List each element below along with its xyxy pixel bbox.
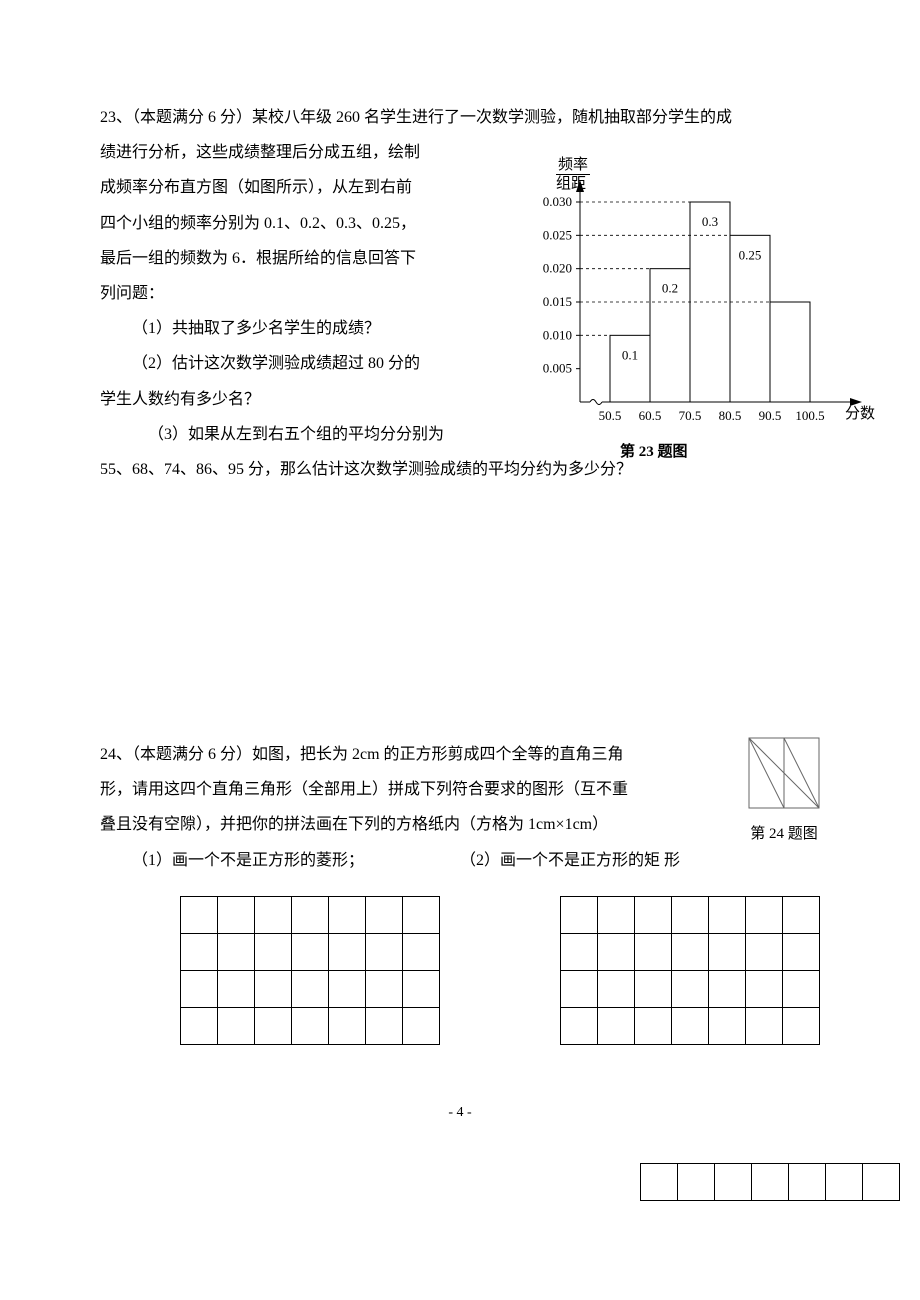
svg-text:70.5: 70.5: [679, 408, 702, 423]
square-diagram-icon: [748, 737, 820, 809]
q23-line6: 列问题：: [100, 276, 460, 311]
svg-text:0.1: 0.1: [622, 347, 638, 362]
q24-figure: 第 24 题图: [748, 737, 820, 843]
x-axis-label: 分数: [845, 402, 875, 423]
y-axis-label: 频率 组距: [556, 156, 590, 193]
q23-sub3: （3）如果从左到右五个组的平均分分别为: [100, 417, 460, 452]
svg-text:0.030: 0.030: [543, 194, 572, 209]
q23-line3: 成频率分布直方图（如图所示），从左到右前: [100, 170, 460, 205]
svg-text:0.005: 0.005: [543, 361, 572, 376]
svg-text:0.015: 0.015: [543, 294, 572, 309]
histogram-svg: 0.005 0.010 0.015 0.020 0.025 0.030 0.1 0.2 0.3 0…: [520, 162, 870, 432]
q24-line3: 叠且没有空隙），并把你的拼法画在下列的方格纸内（方格为 1cm×1cm）: [100, 807, 720, 842]
q24-line1: 24、（本题满分 6 分）如图，把长为 2cm 的正方形剪成四个全等的直角三角: [100, 737, 720, 772]
q23-sub2: （2）估计这次数学测验成绩超过 80 分的: [100, 346, 460, 381]
question-23: 23、（本题满分 6 分）某校八年级 260 名学生进行了一次数学测验，随机抽取…: [100, 100, 820, 487]
grids-container: [100, 896, 820, 1045]
svg-text:0.010: 0.010: [543, 327, 572, 342]
question-24: 24、（本题满分 6 分）如图，把长为 2cm 的正方形剪成四个全等的直角三角 …: [100, 737, 820, 1045]
grid-1-wrap: [180, 896, 440, 1045]
svg-text:50.5: 50.5: [599, 408, 622, 423]
answer-grid-2: [560, 896, 820, 1045]
q23-sub1: （1）共抽取了多少名学生的成绩？: [100, 311, 460, 346]
q24-caption: 第 24 题图: [748, 822, 820, 843]
q23-line2: 绩进行分析，这些成绩整理后分成五组，绘制: [100, 135, 460, 170]
q24-sub2: （2）画一个不是正方形的矩 形: [460, 843, 820, 878]
svg-text:0.25: 0.25: [739, 247, 762, 262]
grid-2-wrap: [560, 896, 820, 1045]
svg-text:0.020: 0.020: [543, 261, 572, 276]
q23-line1: 23、（本题满分 6 分）某校八年级 260 名学生进行了一次数学测验，随机抽取…: [100, 100, 820, 135]
q24-line2: 形，请用这四个直角三角形（全部用上）拼成下列符合要求的图形（互不重: [100, 772, 720, 807]
svg-text:0.2: 0.2: [662, 281, 678, 296]
answer-grid-3: [640, 1163, 900, 1201]
svg-text:0.025: 0.025: [543, 227, 572, 242]
svg-text:90.5: 90.5: [759, 408, 782, 423]
q24-sub1: （1）画一个不是正方形的菱形；: [100, 843, 460, 878]
chart-caption: 第 23 题图: [620, 440, 688, 461]
svg-text:60.5: 60.5: [639, 408, 662, 423]
q23-line5: 最后一组的频数为 6．根据所给的信息回答下: [100, 241, 460, 276]
grid-3-wrap: [640, 1163, 900, 1201]
q23-sub2b: 学生人数约有多少名？: [100, 382, 460, 417]
q23-line4: 四个小组的频率分别为 0.1、0.2、0.3、0.25，: [100, 206, 460, 241]
answer-grid-1: [180, 896, 440, 1045]
svg-text:80.5: 80.5: [719, 408, 742, 423]
ylabel-denominator: 组距: [556, 176, 586, 192]
histogram-chart: 频率 组距 0.0050.0100.0150.0200.0250.0300.10…: [520, 162, 870, 462]
page-number: - 4 -: [100, 1105, 820, 1121]
svg-text:0.3: 0.3: [702, 214, 718, 229]
ylabel-numerator: 频率: [556, 156, 590, 175]
svg-text:100.5: 100.5: [795, 408, 824, 423]
